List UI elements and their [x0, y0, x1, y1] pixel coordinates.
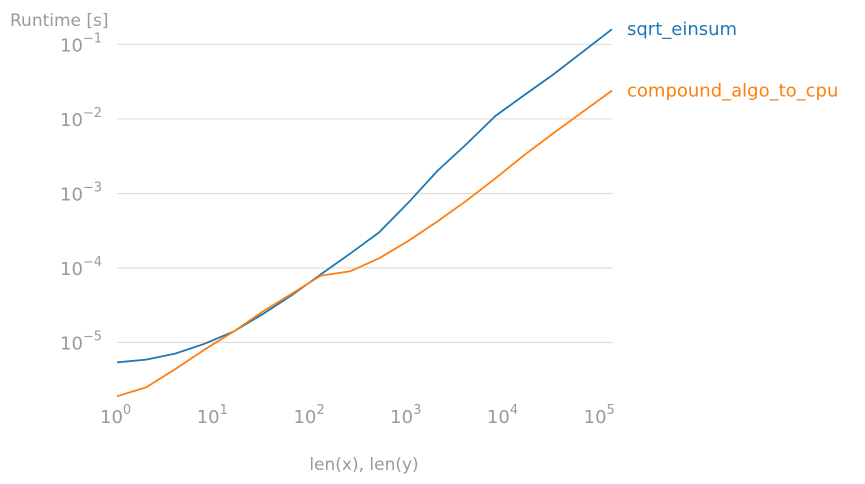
series-line-compound_algo_to_cpu [116, 89, 613, 398]
y-tick-label-4: 10−1 [60, 31, 102, 56]
y-tick-labels: 10−5 10−4 10−3 10−2 10−1 [60, 31, 102, 354]
series-label-sqrt_einsum: sqrt_einsum [627, 19, 737, 40]
series-label-compound_algo_to_cpu: compound_algo_to_cpu [627, 81, 838, 102]
y-tick-label-0: 10−5 [60, 330, 102, 355]
x-tick-label-4: 104 [487, 403, 518, 428]
x-tick-label-3: 103 [390, 403, 421, 428]
series-lines [116, 28, 613, 398]
y-tick-label-3: 10−2 [60, 106, 102, 131]
x-tick-labels: 100 101 102 103 104 105 [100, 403, 615, 428]
x-tick-label-0: 100 [100, 403, 131, 428]
x-tick-label-2: 102 [293, 403, 324, 428]
x-axis-label: len(x), len(y) [309, 455, 418, 475]
gridlines [117, 43, 612, 344]
x-tick-label-5: 105 [584, 403, 615, 428]
y-axis-label: Runtime [s] [10, 11, 109, 31]
y-tick-label-2: 10−3 [60, 180, 102, 205]
y-tick-label-1: 10−4 [60, 255, 102, 280]
series-labels: sqrt_einsum compound_algo_to_cpu [627, 19, 838, 101]
series-line-sqrt_einsum [116, 28, 613, 364]
x-tick-label-1: 101 [197, 403, 228, 428]
